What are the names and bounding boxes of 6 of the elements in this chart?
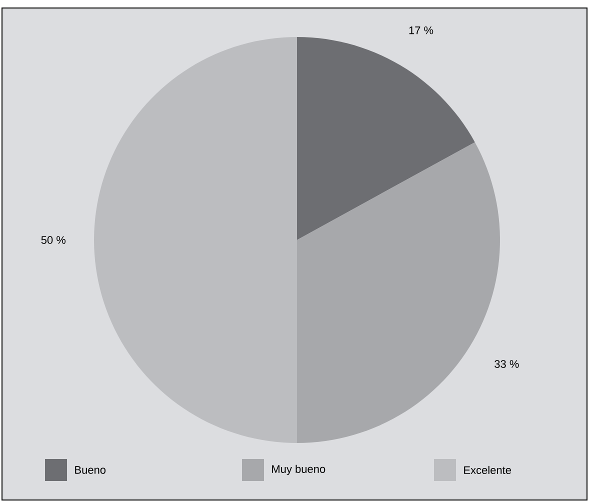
data-label: 33 % bbox=[494, 360, 519, 368]
legend-label: Muy bueno bbox=[272, 464, 326, 476]
legend-label: Bueno bbox=[75, 466, 106, 474]
data-label: 50 % bbox=[41, 236, 66, 244]
legend-label: Excelente bbox=[464, 466, 512, 474]
data-label: 17 % bbox=[409, 26, 434, 34]
